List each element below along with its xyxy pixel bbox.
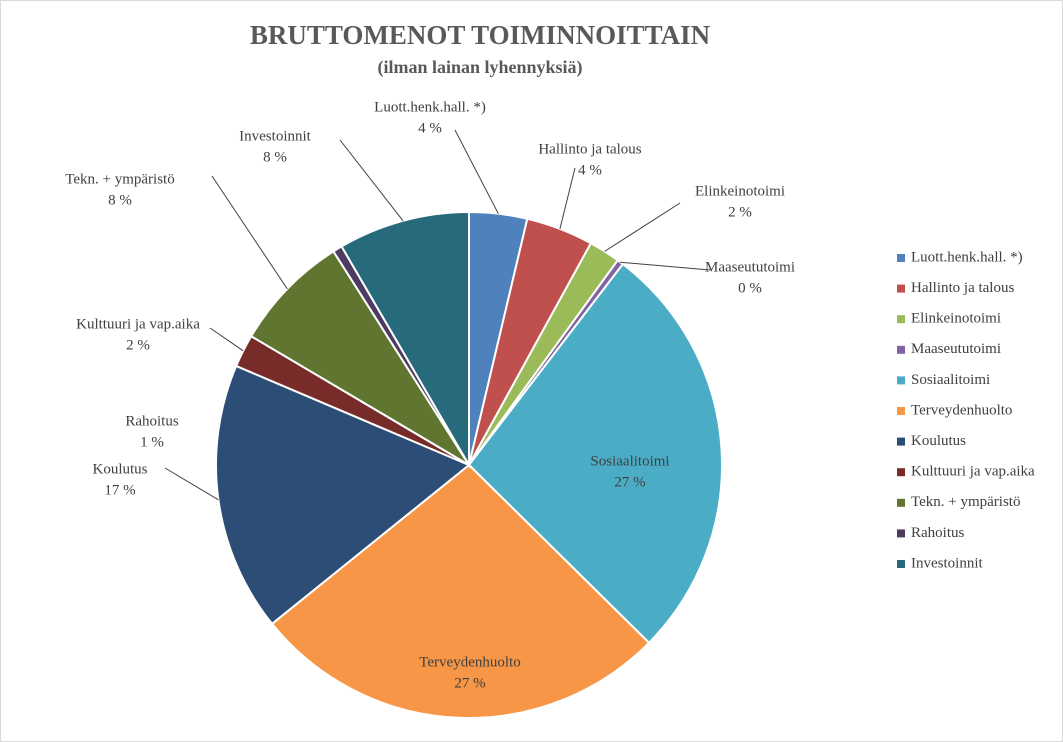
legend-label: Hallinto ja talous: [911, 280, 1014, 296]
legend-swatch: [897, 254, 905, 262]
leader-line: [620, 261, 711, 271]
leader-line: [559, 167, 576, 230]
legend-swatch: [897, 376, 905, 385]
pie-slice: [340, 210, 470, 469]
data-label-value: 4 %: [578, 162, 602, 178]
legend-label: Koulutus: [911, 433, 966, 449]
legend-swatch: [897, 498, 905, 507]
data-label-name: Koulutus: [92, 461, 147, 477]
pie-slice: [467, 262, 723, 645]
data-label-value: 1 %: [140, 434, 164, 450]
data-label-value: 2 %: [728, 204, 752, 220]
data-label-name: Kulttuuri ja vap.aika: [76, 316, 200, 332]
legend-label: Luott.henk.hall. *): [911, 249, 1023, 265]
data-label-value: 2 %: [126, 337, 150, 353]
data-label-value: 8 %: [263, 149, 287, 165]
data-label-name: Terveydenhuolto: [419, 654, 520, 670]
legend-swatch: [897, 315, 905, 324]
data-label-value: 27 %: [454, 675, 485, 691]
leader-line: [211, 175, 288, 290]
data-label-value: 17 %: [104, 482, 135, 498]
pie-slice: [270, 463, 651, 719]
legend-label: Tekn. + ympäristö: [911, 494, 1020, 510]
legend-label: Investoinnit: [911, 555, 983, 571]
leader-line: [339, 139, 404, 222]
data-label-value: 27 %: [614, 474, 645, 490]
data-label-name: Investoinnit: [239, 128, 311, 144]
chart-title: BRUTTOMENOT TOIMINNOITTAIN: [250, 20, 711, 50]
legend-label: Rahoitus: [911, 525, 964, 541]
legend-swatch: [897, 529, 905, 538]
data-label-name: Hallinto ja talous: [538, 141, 641, 157]
legend-swatch: [897, 560, 905, 568]
legend-label: Kulttuuri ja vap.aika: [911, 464, 1035, 480]
legend-swatch: [897, 284, 905, 293]
legend-swatch: [897, 407, 905, 415]
leader-line: [209, 327, 244, 352]
data-label-value: 4 %: [418, 120, 442, 136]
data-label-name: Sosiaalitoimi: [590, 453, 669, 469]
legend-swatch: [897, 437, 905, 446]
data-label-name: Maaseututoimi: [705, 259, 795, 275]
legend-swatch: [897, 468, 905, 477]
legend-swatch: [897, 345, 905, 354]
data-label-value: 8 %: [108, 192, 132, 208]
legend-label: Elinkeinotoimi: [911, 311, 1001, 327]
pie-slice: [249, 250, 470, 466]
data-label-value: 0 %: [738, 280, 762, 296]
leader-line: [604, 202, 681, 252]
data-label-name: Tekn. + ympäristö: [65, 171, 174, 187]
legend-label: Terveydenhuolto: [911, 402, 1012, 418]
data-label-name: Luott.henk.hall. *): [374, 99, 486, 115]
chart-subtitle: (ilman lainan lyhennyksiä): [377, 57, 582, 78]
leader-line: [454, 129, 499, 214]
legend-label: Maaseututoimi: [911, 341, 1001, 357]
legend-label: Sosiaalitoimi: [911, 372, 990, 388]
leader-line: [164, 467, 219, 501]
data-label-name: Elinkeinotoimi: [695, 183, 785, 199]
data-label-name: Rahoitus: [125, 413, 178, 429]
pie-slice: [215, 364, 471, 626]
